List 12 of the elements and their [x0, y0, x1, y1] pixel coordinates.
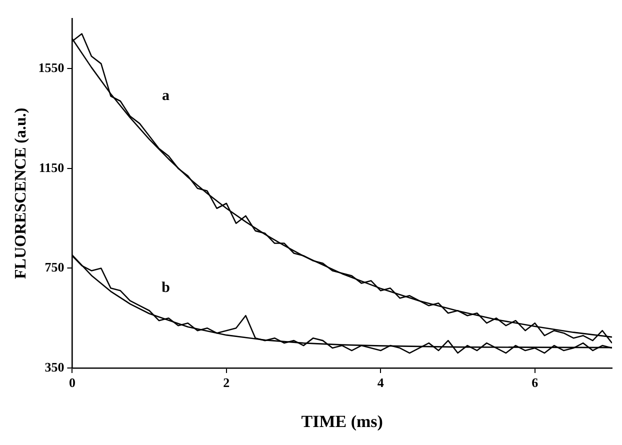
x-tick-label: 4	[377, 375, 384, 390]
y-tick-label: 350	[44, 359, 64, 374]
y-tick-label: 750	[44, 260, 64, 275]
y-axis-title: FLUORESCENCE (a.u.)	[12, 108, 30, 279]
x-tick-label: 2	[223, 375, 230, 390]
x-tick-label: 0	[68, 375, 76, 390]
y-tick-label: 1150	[38, 160, 64, 175]
annotation: b	[162, 280, 170, 296]
y-tick-label: 1550	[38, 60, 64, 76]
annotation: a	[162, 88, 170, 104]
x-axis-title: TIME (ms)	[301, 412, 383, 432]
x-tick-label: 6	[532, 375, 539, 390]
